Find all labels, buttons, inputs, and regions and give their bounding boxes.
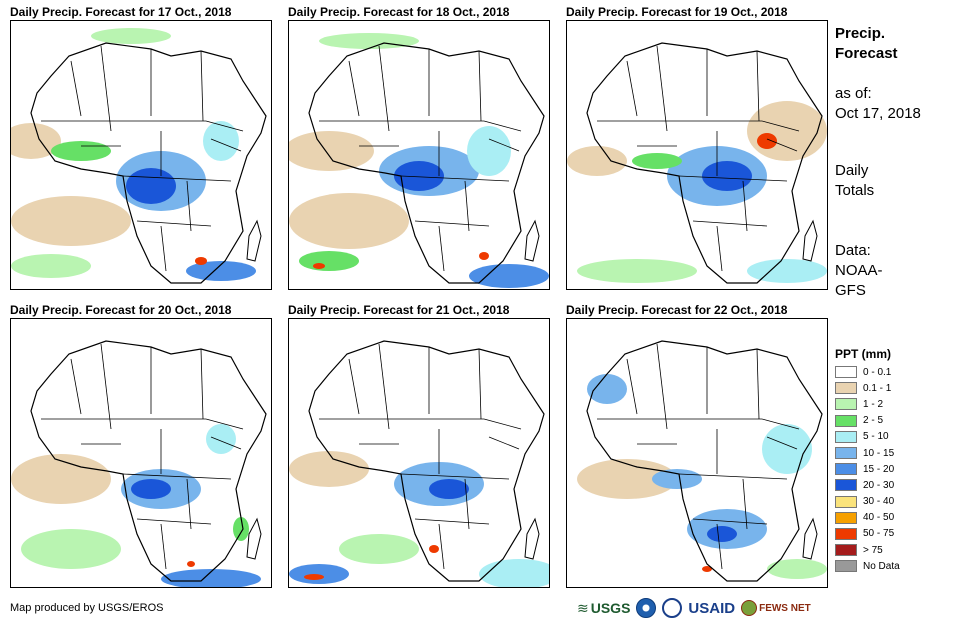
- legend-item: 5 - 10: [835, 429, 900, 445]
- legend-label: 40 - 50: [863, 512, 895, 524]
- legend-swatch: [835, 527, 857, 540]
- legend-swatch: [835, 544, 857, 557]
- legend-item: 40 - 50: [835, 510, 900, 526]
- data-source-line1: NOAA-: [835, 262, 883, 279]
- legend-swatch: [835, 479, 857, 492]
- panel-title: Daily Precip. Forecast for 18 Oct., 2018: [288, 5, 510, 19]
- legend-title: PPT (mm): [835, 347, 892, 361]
- sidebar-title-line1: Precip.: [835, 25, 886, 42]
- noaa-emblem-icon: [636, 598, 657, 618]
- usaid-seal-icon: [662, 598, 683, 618]
- data-source-line2: GFS: [835, 282, 866, 299]
- forecast-panel-6: Daily Precip. Forecast for 22 Oct., 2018: [566, 302, 828, 588]
- legend-label: 10 - 15: [863, 447, 895, 459]
- panel-title: Daily Precip. Forecast for 21 Oct., 2018: [288, 303, 510, 317]
- usaid-seal-logo: [662, 598, 683, 618]
- legend-item: 20 - 30: [835, 477, 900, 493]
- legend-label: No Data: [863, 560, 900, 572]
- asof-date: Oct 17, 2018: [835, 105, 921, 122]
- legend-label: 5 - 10: [863, 431, 889, 443]
- usaid-logo: USAID: [688, 600, 735, 617]
- sidebar-data-source: Data: NOAA- GFS: [835, 241, 883, 301]
- legend-swatch: [835, 382, 857, 395]
- legend-label: 0.1 - 1: [863, 382, 892, 394]
- precip-legend: PPT (mm) 0 - 0.1 0.1 - 1 1 - 2 2 - 5 5 - 10 1…: [835, 346, 900, 574]
- legend-label: 20 - 30: [863, 479, 895, 491]
- noaa-logo: [636, 598, 657, 618]
- legend-item: 2 - 5: [835, 413, 900, 429]
- panel-title: Daily Precip. Forecast for 17 Oct., 2018: [10, 5, 232, 19]
- forecast-panel-4: Daily Precip. Forecast for 20 Oct., 2018: [10, 302, 272, 588]
- logo-strip: ≋ USGS USAID FEWS NET: [577, 596, 817, 620]
- usgs-logo: ≋ USGS: [577, 600, 630, 617]
- legend-label: 2 - 5: [863, 415, 884, 427]
- precip-map[interactable]: [10, 20, 272, 290]
- data-label: Data:: [835, 242, 871, 259]
- legend-label: 15 - 20: [863, 463, 895, 475]
- forecast-panel-1: Daily Precip. Forecast for 17 Oct., 2018: [10, 4, 272, 290]
- precip-map[interactable]: [288, 318, 550, 588]
- legend-item: > 75: [835, 542, 900, 558]
- legend-swatch: [835, 447, 857, 460]
- totals-line2: Totals: [835, 182, 875, 199]
- legend-item: 15 - 20: [835, 461, 900, 477]
- legend-item: 0 - 0.1: [835, 364, 900, 380]
- legend-swatch: [835, 511, 857, 524]
- legend-swatch: [835, 398, 857, 411]
- legend-item: 50 - 75: [835, 526, 900, 542]
- fews-logo: FEWS NET: [741, 600, 811, 616]
- legend-swatch: [835, 430, 857, 443]
- precip-map[interactable]: [566, 318, 828, 588]
- precip-map[interactable]: [288, 20, 550, 290]
- legend-label: 1 - 2: [863, 398, 884, 410]
- usaid-logo-text: USAID: [688, 599, 736, 617]
- legend-swatch: [835, 366, 857, 379]
- fews-globe-icon: [741, 600, 758, 616]
- sidebar-title-line2: Forecast: [835, 45, 898, 62]
- sidebar-asof: as of: Oct 17, 2018: [835, 84, 921, 124]
- legend-item: No Data: [835, 558, 900, 574]
- legend-swatch: [835, 495, 857, 508]
- forecast-panel-3: Daily Precip. Forecast for 19 Oct., 2018: [566, 4, 828, 290]
- legend-item: 10 - 15: [835, 445, 900, 461]
- legend-label: 50 - 75: [863, 528, 895, 540]
- precip-map[interactable]: [566, 20, 828, 290]
- forecast-panel-2: Daily Precip. Forecast for 18 Oct., 2018: [288, 4, 550, 290]
- legend-swatch: [835, 414, 857, 427]
- legend-label: > 75: [863, 544, 883, 556]
- legend-item: 30 - 40: [835, 494, 900, 510]
- credit-text: Map produced by USGS/EROS: [10, 602, 164, 614]
- panel-title: Daily Precip. Forecast for 22 Oct., 2018: [566, 303, 788, 317]
- usgs-wave-icon: ≋: [577, 599, 589, 616]
- legend-label: 0 - 0.1: [863, 366, 892, 378]
- panel-title: Daily Precip. Forecast for 20 Oct., 2018: [10, 303, 232, 317]
- usgs-logo-text: USGS: [590, 600, 631, 616]
- fews-logo-text: FEWS NET: [759, 602, 811, 614]
- legend-item: 1 - 2: [835, 396, 900, 412]
- forecast-panel-5: Daily Precip. Forecast for 21 Oct., 2018: [288, 302, 550, 588]
- legend-label: 30 - 40: [863, 496, 895, 508]
- asof-label: as of:: [835, 85, 872, 102]
- sidebar-totals: Daily Totals: [835, 161, 874, 201]
- sidebar-title: Precip. Forecast: [835, 24, 898, 64]
- legend-item: 0.1 - 1: [835, 380, 900, 396]
- totals-line1: Daily: [835, 162, 869, 179]
- legend-swatch: [835, 560, 857, 573]
- legend-swatch: [835, 463, 857, 476]
- panel-title: Daily Precip. Forecast for 19 Oct., 2018: [566, 5, 788, 19]
- precip-map[interactable]: [10, 318, 272, 588]
